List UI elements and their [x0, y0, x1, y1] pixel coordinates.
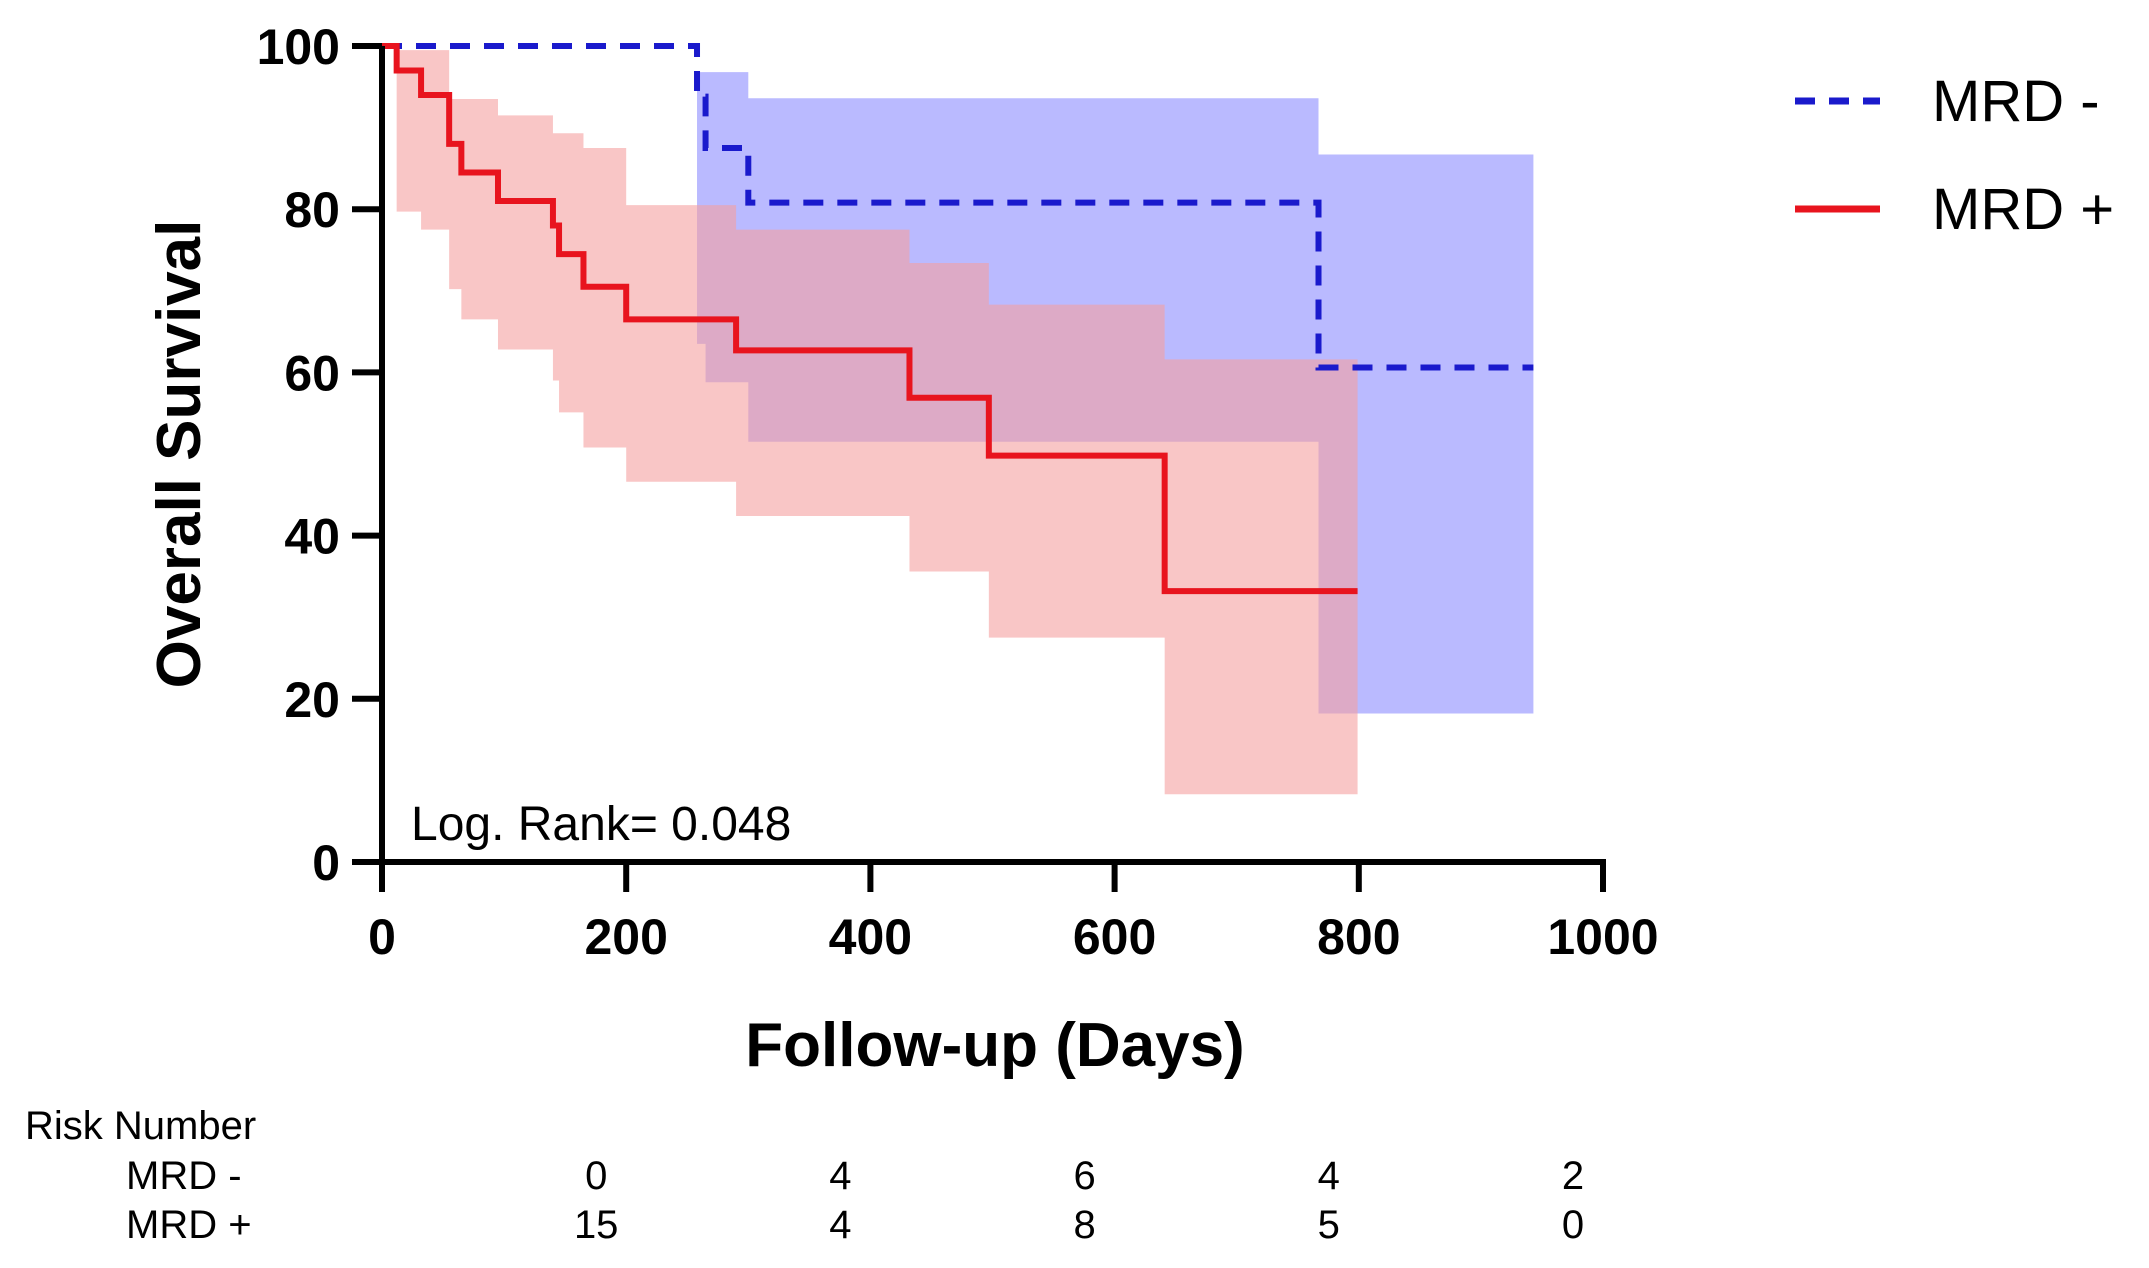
risk-value-mrdpos: 15 [574, 1203, 619, 1247]
survival-curve-mrdneg [382, 43, 1534, 371]
risk-table: Risk Number MRD - MRD + 0 4 6 4 2 15 4 8 5 0 [25, 1104, 1584, 1247]
legend: MRD - MRD + [1795, 69, 2114, 242]
risk-value-mrdpos: 8 [1073, 1203, 1095, 1247]
ci-band-mrdpos [396, 50, 1358, 795]
x-axis-title: Follow-up (Days) [745, 1011, 1244, 1080]
risk-value-mrdneg: 4 [829, 1154, 851, 1198]
y-tick-label: 0 [312, 835, 340, 891]
y-tick-label: 80 [284, 182, 340, 238]
x-tick-label: 800 [1317, 909, 1400, 965]
risk-value-mrdpos: 4 [829, 1203, 851, 1247]
legend-label-mrd-pos: MRD + [1932, 177, 2114, 242]
risk-table-title: Risk Number [25, 1104, 256, 1148]
y-tick-label: 100 [257, 19, 340, 75]
survival-curve-mrdpos [382, 43, 1358, 595]
log-rank-annotation: Log. Rank= 0.048 [411, 798, 791, 851]
risk-values: 0 4 6 4 2 15 4 8 5 0 [574, 1154, 1584, 1247]
risk-row-label-mrd-pos: MRD + [126, 1203, 252, 1247]
risk-value-mrdneg: 4 [1318, 1154, 1340, 1198]
x-tick-label: 0 [368, 909, 396, 965]
x-tick-label: 1000 [1547, 909, 1658, 965]
x-tick-label: 200 [584, 909, 667, 965]
risk-value-mrdpos: 0 [1562, 1203, 1584, 1247]
survival-curves [382, 43, 1534, 595]
y-tick-label: 20 [284, 672, 340, 728]
risk-value-mrdpos: 5 [1318, 1203, 1340, 1247]
x-tick-label: 400 [829, 909, 912, 965]
y-tick-label: 40 [284, 509, 340, 565]
risk-value-mrdneg: 6 [1073, 1154, 1095, 1198]
risk-value-mrdneg: 0 [585, 1154, 607, 1198]
risk-value-mrdneg: 2 [1562, 1154, 1584, 1198]
y-axis-title: Overall Survival [145, 220, 214, 689]
legend-label-mrd-neg: MRD - [1932, 69, 2100, 134]
y-tick-label: 60 [284, 345, 340, 401]
confidence-bands [396, 50, 1534, 795]
x-tick-label: 600 [1073, 909, 1156, 965]
risk-row-label-mrd-neg: MRD - [126, 1154, 242, 1198]
